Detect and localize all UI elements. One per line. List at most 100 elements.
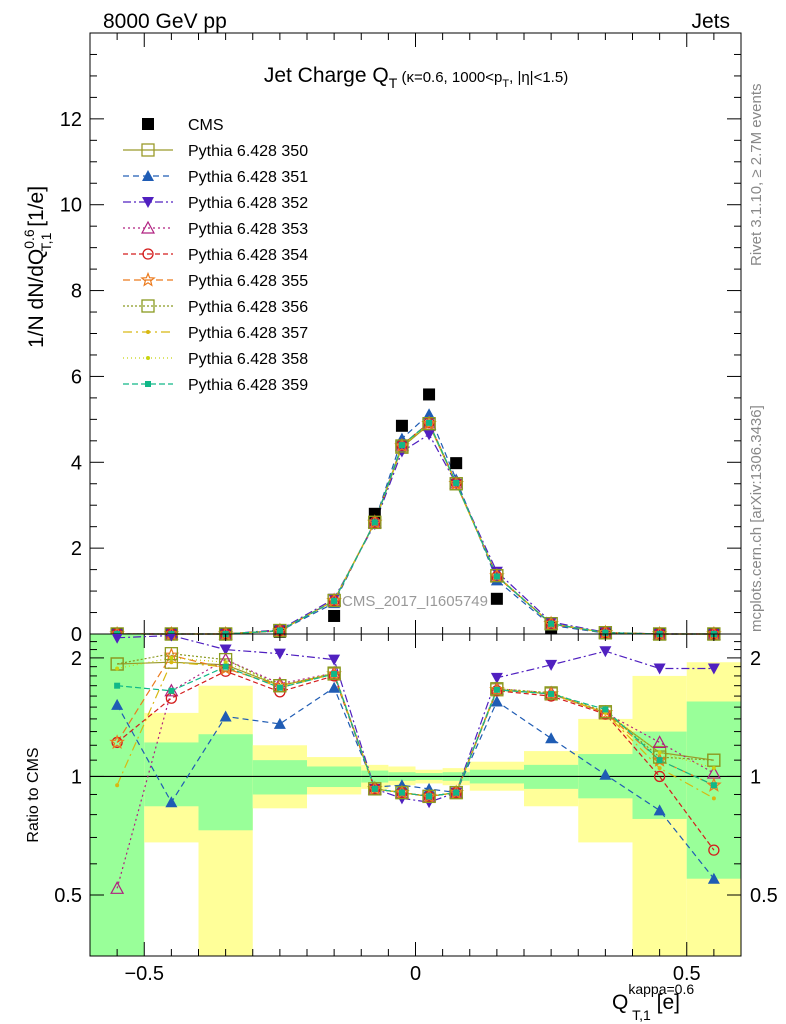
ratio-data-point bbox=[711, 766, 716, 771]
ratio-data-point bbox=[110, 881, 125, 894]
ratio-data-point bbox=[168, 687, 175, 694]
rivet-version-label: Rivet 3.1.10, ≥ 2.7M events bbox=[748, 84, 765, 267]
ratio-data-point bbox=[223, 660, 228, 665]
ratio-data-point bbox=[165, 692, 178, 704]
ratio-data-point bbox=[371, 785, 378, 792]
ratio-data-point bbox=[653, 663, 666, 675]
uncertainty-band-inner bbox=[686, 701, 741, 879]
ratio-data-point bbox=[167, 634, 176, 642]
ratio-y-tick-label-right: 1 bbox=[750, 766, 761, 788]
legend-label: CMS bbox=[188, 117, 224, 134]
ratio-data-point bbox=[599, 768, 612, 780]
legend-marker bbox=[142, 118, 154, 130]
legend-label: Pythia 6.428 358 bbox=[188, 351, 308, 368]
y-tick-label: 10 bbox=[60, 195, 82, 217]
y-tick-label: 12 bbox=[60, 109, 82, 131]
main-y-axis-label: 1/N dN/dQ0.6T,1 [1/e] bbox=[21, 186, 54, 348]
data-point bbox=[395, 439, 409, 453]
ratio-y-tick-label-right: 0.5 bbox=[750, 885, 778, 907]
data-point bbox=[602, 629, 609, 636]
ratio-data-point bbox=[491, 685, 503, 697]
ratio-data-point bbox=[493, 686, 500, 693]
data-point bbox=[327, 593, 341, 608]
ratio-data-point bbox=[545, 659, 558, 671]
ratio-data-point bbox=[657, 766, 662, 771]
ratio-x-axis-label: Qkappa=0.6 T,1 [e] bbox=[612, 981, 694, 1023]
ratio-data-point bbox=[707, 663, 720, 675]
legend-marker bbox=[142, 248, 154, 260]
data-point bbox=[422, 416, 436, 431]
ratio-data-point bbox=[602, 706, 609, 713]
ratio-series-line bbox=[116, 661, 715, 799]
ratio-data-point bbox=[111, 698, 124, 710]
ratio-data-point bbox=[422, 789, 436, 804]
ratio-y-tick-label: 1 bbox=[71, 766, 82, 788]
ratio-data-point bbox=[545, 732, 558, 744]
legend-marker bbox=[140, 271, 156, 287]
ratio-data-point bbox=[115, 666, 120, 671]
ratio-data-point bbox=[707, 872, 720, 884]
mcplots-label: mcplots.cern.ch [arXiv:1306.3436] bbox=[748, 405, 765, 632]
ratio-data-point bbox=[426, 793, 433, 800]
ratio-data-point bbox=[490, 695, 503, 707]
legend-label: Pythia 6.428 356 bbox=[188, 299, 308, 316]
ratio-data-point bbox=[273, 648, 286, 660]
data-point bbox=[548, 620, 555, 627]
ratio-panel-ticks: 0.5 0.5 1 1 2 2 −0.5 0 0.5 bbox=[54, 634, 778, 985]
data-point bbox=[368, 515, 382, 530]
y-tick-label: 6 bbox=[71, 366, 82, 388]
ratio-data-point bbox=[328, 670, 340, 682]
data-point bbox=[394, 437, 410, 453]
legend-label: Pythia 6.428 352 bbox=[188, 195, 308, 212]
data-point bbox=[490, 568, 504, 583]
data-point bbox=[544, 617, 558, 631]
ratio-data-point bbox=[273, 717, 286, 729]
header-right-label: Jets bbox=[691, 10, 730, 33]
y-tick-label: 8 bbox=[71, 281, 82, 303]
data-point bbox=[453, 479, 460, 486]
legend-marker bbox=[146, 356, 150, 360]
main-panel-ticks: 0 2 4 6 8 10 12 bbox=[60, 33, 742, 646]
data-point bbox=[331, 597, 338, 604]
y-tick-label: 0 bbox=[71, 624, 82, 646]
ratio-data-point bbox=[544, 686, 558, 700]
ratio-data-point bbox=[597, 704, 614, 720]
legend-label: Pythia 6.428 351 bbox=[188, 169, 308, 186]
ratio-data-point bbox=[653, 770, 666, 783]
ratio-series-line bbox=[117, 634, 714, 803]
header-left-label: 8000 GeV pp bbox=[103, 10, 227, 33]
data-point bbox=[493, 573, 500, 580]
ratio-y-tick-label: 0.5 bbox=[54, 885, 82, 907]
ratio-data-point bbox=[328, 681, 341, 693]
ratio-panel: 0.5 0.5 1 1 2 2 −0.5 0 0.5 Ratio to CMS Qkappa=0… bbox=[25, 633, 778, 1023]
data-point bbox=[395, 419, 408, 432]
ratio-data-point bbox=[490, 682, 504, 696]
ratio-data-point bbox=[449, 785, 463, 800]
ratio-data-point bbox=[711, 796, 716, 801]
ratio-y-axis-label: Ratio to CMS bbox=[25, 747, 42, 842]
main-title: Jet Charge QT (κ=0.6, 1000<pT, |η|<1.5) bbox=[264, 64, 568, 91]
ratio-data-point bbox=[165, 796, 178, 808]
data-point bbox=[426, 419, 433, 426]
ratio-data-point bbox=[219, 710, 232, 722]
data-point bbox=[328, 609, 341, 622]
ratio-data-point bbox=[398, 789, 405, 796]
x-tick-label: 0 bbox=[410, 963, 421, 985]
ratio-data-point bbox=[490, 672, 503, 684]
ratio-data-point bbox=[598, 705, 613, 719]
ratio-data-point bbox=[710, 782, 717, 789]
ratio-data-point bbox=[169, 660, 174, 665]
ratio-data-point bbox=[115, 783, 120, 788]
ratio-data-point bbox=[708, 844, 720, 856]
ratio-data-point bbox=[114, 682, 121, 689]
y-tick-label: 4 bbox=[71, 452, 82, 474]
ratio-panel-series bbox=[109, 634, 722, 894]
data-point bbox=[421, 415, 437, 431]
ratio-y-tick-label: 2 bbox=[71, 648, 82, 670]
ratio-data-point bbox=[276, 684, 283, 691]
x-tick-label: 0.5 bbox=[673, 963, 701, 985]
ratio-data-point bbox=[328, 654, 341, 666]
data-point bbox=[276, 627, 283, 634]
legend-marker bbox=[140, 220, 156, 234]
data-point bbox=[490, 592, 503, 605]
